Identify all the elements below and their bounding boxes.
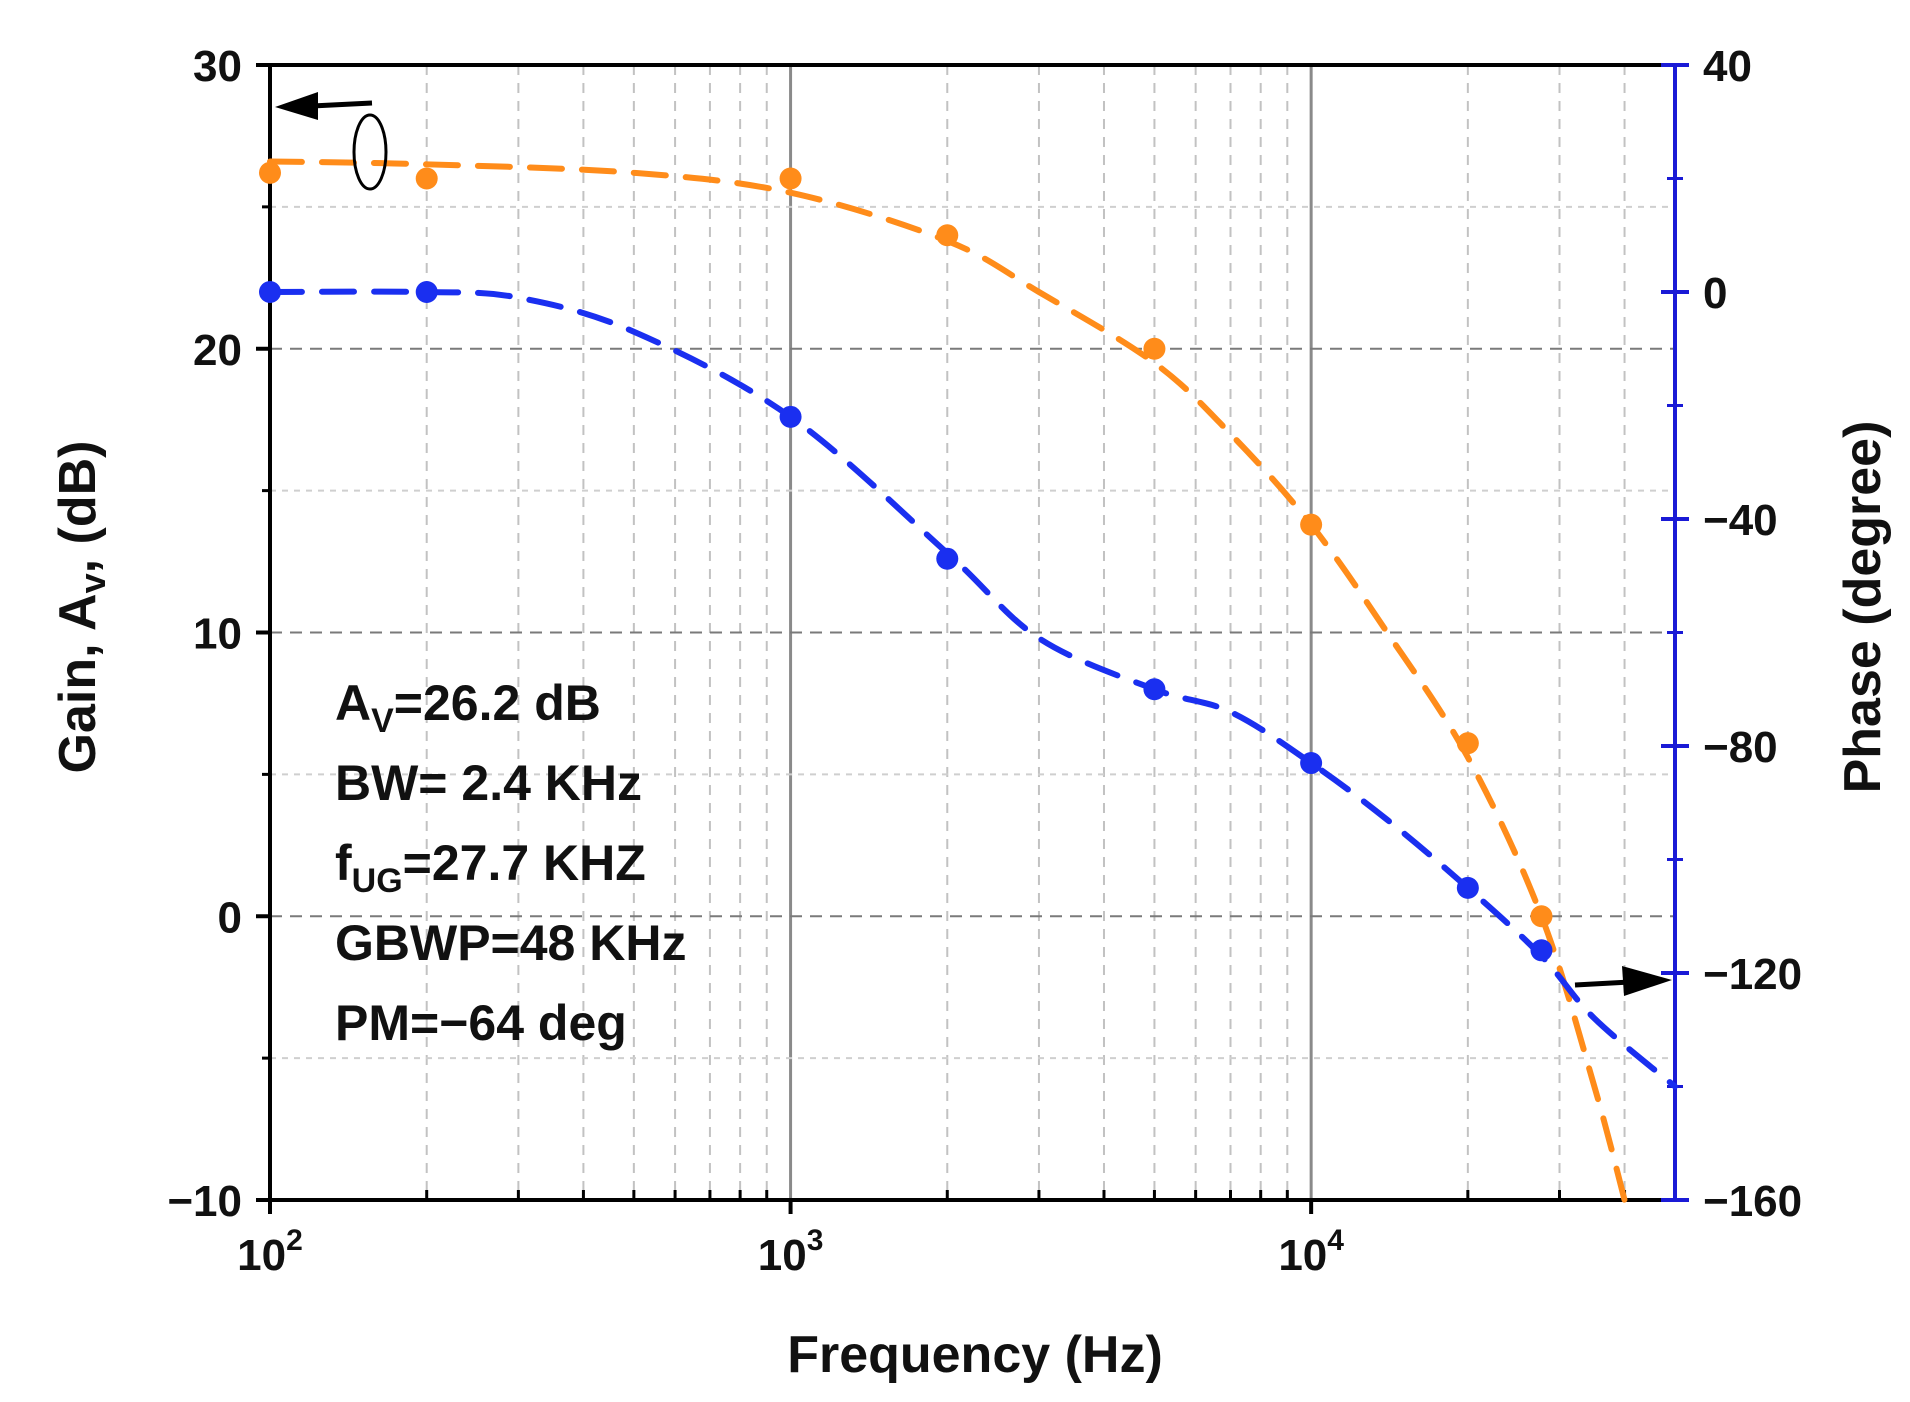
gain-data-point	[1530, 905, 1553, 928]
right-tick-label: −120	[1703, 950, 1802, 999]
right-axis-title: Phase (degree)	[1834, 421, 1892, 794]
phase-data-point	[415, 281, 438, 303]
x-axis-title: Frequency (Hz)	[787, 1326, 1163, 1384]
annotation-text: PM=−64 deg	[335, 995, 627, 1051]
annotation-text: f	[335, 835, 352, 891]
x-tick-exp: 4	[1327, 1224, 1344, 1257]
x-tick-label: 103	[758, 1224, 824, 1280]
series-line-gain	[267, 158, 1628, 1203]
phase-data-point	[1300, 752, 1323, 775]
annotation-line: BW= 2.4 KHz	[335, 755, 642, 811]
series-layer	[259, 158, 1678, 1203]
gain-data-point	[415, 167, 438, 190]
left-tick-label: 0	[218, 893, 242, 942]
right-tick-label: 0	[1703, 269, 1727, 318]
gain-arrow-head	[275, 92, 318, 120]
phase-data-point	[1530, 939, 1553, 962]
annotation-text: GBWP=48 KHz	[335, 915, 686, 971]
annotation-subscript: UG	[352, 862, 403, 900]
left-tick-label: 10	[193, 610, 242, 659]
right-tick-label: −80	[1703, 723, 1778, 772]
right-tick-label: 40	[1703, 42, 1752, 91]
gain-arrow-shaft	[311, 100, 373, 109]
annotation-text-end: =26.2 dB	[394, 675, 601, 731]
phase-arrow-shaft	[1574, 979, 1631, 988]
phase-data-point	[1143, 678, 1166, 701]
annotation-line: AV=26.2 dB	[335, 675, 601, 740]
axes	[256, 63, 1689, 1214]
annotation-line: fUG=27.7 KHZ	[335, 835, 646, 900]
annotation-text-end: =27.7 KHZ	[403, 835, 646, 891]
phase-arrow-head	[1622, 966, 1672, 996]
gain-data-point	[1300, 513, 1323, 536]
left-axis-title-end: , (dB)	[49, 441, 107, 574]
gain-data-point	[1143, 337, 1166, 360]
series-line-phase	[267, 288, 1678, 1090]
gain-data-point	[1456, 732, 1479, 755]
axis-indicators	[275, 92, 1672, 996]
x-tick-label: 104	[1278, 1224, 1344, 1280]
left-tick-label: 30	[193, 42, 242, 91]
gain-data-point	[259, 161, 281, 184]
left-tick-label: 20	[193, 326, 242, 375]
annotation-text: A	[335, 675, 371, 731]
annotation-line: GBWP=48 KHz	[335, 915, 686, 971]
left-axis-title-sub: v	[72, 573, 113, 593]
x-tick-base: 10	[758, 1231, 807, 1280]
left-axis-title-main: Gain, A	[49, 593, 107, 773]
gain-curve-marker-ellipse	[352, 113, 388, 191]
left-tick-label: −10	[167, 1177, 242, 1226]
x-tick-exp: 2	[286, 1224, 303, 1257]
x-tick-exp: 3	[807, 1224, 824, 1257]
annotation-line: PM=−64 deg	[335, 995, 627, 1051]
phase-data-point	[259, 281, 281, 303]
left-axis-title: Gain, Av, (dB)	[49, 441, 113, 774]
phase-data-point	[936, 547, 959, 570]
right-tick-label: −160	[1703, 1177, 1802, 1226]
annotation-text: BW= 2.4 KHz	[335, 755, 642, 811]
right-tick-label: −40	[1703, 496, 1778, 545]
x-tick-label: 102	[237, 1224, 303, 1280]
x-tick-base: 10	[237, 1231, 286, 1280]
phase-data-point	[779, 405, 802, 428]
x-tick-base: 10	[1278, 1231, 1327, 1280]
annotation-box: AV=26.2 dB BW= 2.4 KHz fUG=27.7 KHZ GBWP=48…	[335, 675, 686, 1051]
phase-data-point	[1456, 876, 1479, 899]
gain-data-point	[779, 167, 802, 190]
gain-data-point	[936, 224, 959, 247]
annotation-subscript: V	[371, 702, 394, 740]
